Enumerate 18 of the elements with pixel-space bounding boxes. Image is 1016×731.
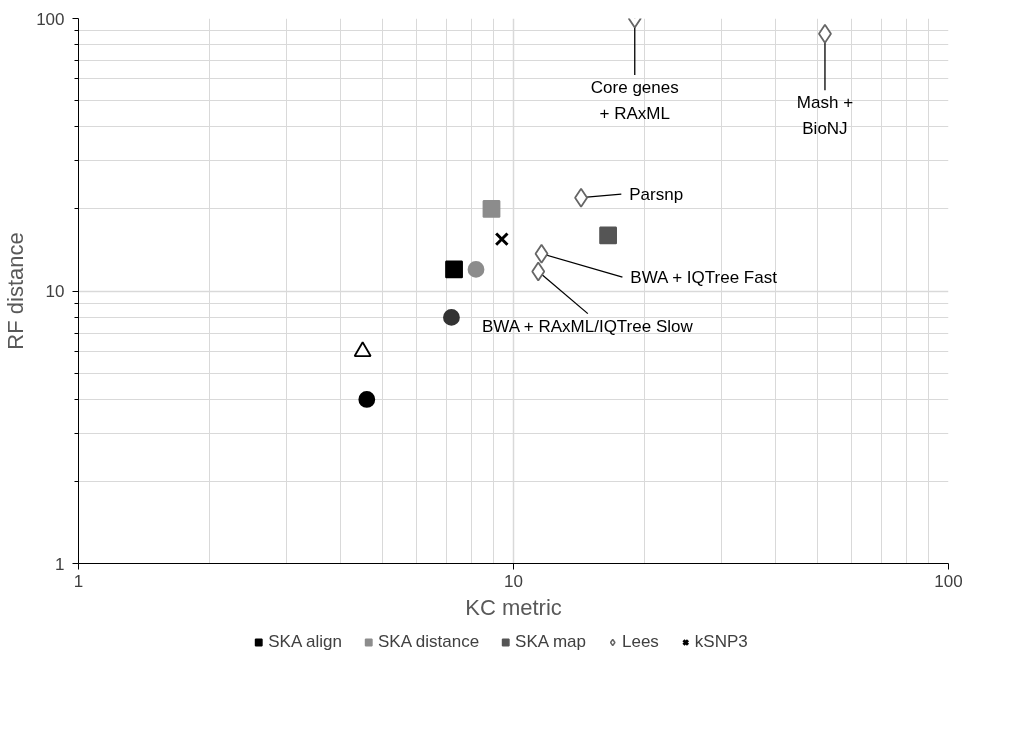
legend-label: SKA distance: [377, 632, 480, 652]
y-tick-label: 100: [36, 9, 65, 29]
x-tick-label: 10: [504, 571, 523, 591]
legend-label: SKA align: [268, 632, 342, 652]
annotation: BWA + IQTree Fast: [630, 267, 778, 287]
x-axis-title: KC metric: [465, 594, 562, 620]
y-tick-label: 10: [45, 282, 65, 301]
annotation: Parsnp: [629, 184, 684, 204]
annotation: Core genes + RAxML: [590, 78, 679, 123]
annotation: Mash + BioNJ: [796, 93, 854, 138]
y-axis-title: RF distance: [3, 232, 29, 350]
legend-label: SKA map: [515, 632, 586, 652]
annotation: BWA + RAxML/IQTree Slow: [481, 316, 694, 336]
y-tick-label: 1: [55, 554, 65, 574]
legend-label: kSNP3: [694, 632, 748, 652]
x-tick-label: 100: [934, 571, 963, 591]
x-tick-label: 1: [73, 571, 84, 591]
legend-label: Lees: [621, 632, 659, 652]
